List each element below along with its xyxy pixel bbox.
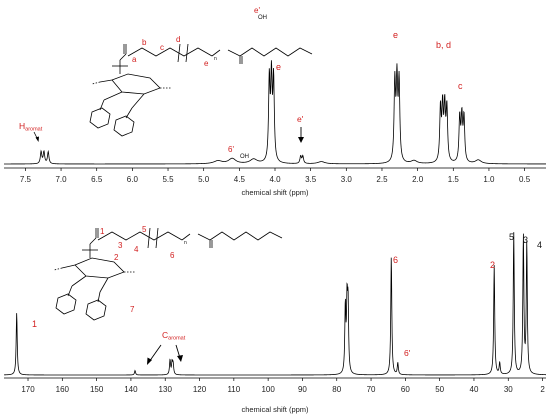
c13-tick-label: 160	[56, 385, 70, 394]
h1-label-e-prime: e'	[297, 114, 304, 124]
c13-structure-labels: 1 2 3 4 5 6 6' 7 n OH	[100, 145, 249, 314]
c13-label-2: 2	[490, 260, 495, 270]
svg-text:2: 2	[114, 253, 119, 262]
c13-tick-label: 60	[401, 385, 410, 394]
c13-tick-label: 70	[367, 385, 376, 394]
c13-label-6-prime: 6'	[404, 348, 411, 358]
svg-text:6': 6'	[228, 145, 234, 154]
c13-tick-label: 140	[124, 385, 138, 394]
c13-tick-label: 40	[470, 385, 479, 394]
svg-text:5: 5	[142, 225, 147, 234]
svg-text:c: c	[160, 43, 164, 52]
c13-tick-label: 100	[261, 385, 275, 394]
c13-tick-label: 80	[332, 385, 341, 394]
c13-label-c-aromatic: Caromat	[162, 330, 186, 342]
svg-text:e: e	[204, 59, 209, 68]
h1-tick-label: 3.0	[341, 175, 353, 184]
h1-tick-label: 2.5	[376, 175, 388, 184]
h1-tick-label: 3.5	[305, 175, 317, 184]
svg-text:b: b	[142, 38, 147, 47]
h1-tick-label: 0.5	[519, 175, 531, 184]
svg-text:n: n	[214, 56, 217, 62]
svg-text:e': e'	[254, 6, 260, 15]
c13-label-1: 1	[32, 319, 37, 329]
svg-text:n: n	[184, 240, 187, 246]
svg-text:a: a	[132, 55, 137, 64]
h1-label-h-aromatic: Haromat	[19, 121, 43, 133]
h1-tick-label: 7.5	[20, 175, 32, 184]
c13-nmr-panel: 170 160 150 140 130 120 110 100 90 80 70 60 50 40 30 2 …	[3, 145, 547, 414]
h1-tick-label: 6.0	[127, 175, 139, 184]
h1-tick-label: 6.5	[91, 175, 103, 184]
c13-label-6: 6	[393, 255, 398, 265]
c13-tick-label: 170	[21, 385, 35, 394]
c13-tick-label: 130	[159, 385, 173, 394]
h1-tick-label: 7.0	[55, 175, 67, 184]
h1-spectrum-trace	[4, 60, 547, 165]
h1-arrow-e-prime	[298, 127, 304, 143]
h1-tick-label: 5.5	[162, 175, 174, 184]
c13-tick-label: 110	[227, 385, 240, 394]
h1-nmr-panel: 7.5 7.0 6.5 6.0 5.5 5.0 4.5 4.0 3.5 3.0 2.5 2.0 1.5 1…	[4, 6, 547, 197]
svg-text:OH: OH	[258, 15, 267, 21]
h1-tick-label: 5.0	[198, 175, 210, 184]
h1-label-bd: b, d	[436, 40, 451, 50]
svg-text:3: 3	[118, 241, 123, 250]
svg-text:1: 1	[100, 227, 105, 236]
h1-tick-label: 1.5	[448, 175, 460, 184]
c13-x-axis-label: chemical shift (ppm)	[241, 405, 309, 414]
h1-structure-labels: a b c d e e' n OH	[132, 6, 267, 68]
c13-structure	[53, 227, 283, 321]
c13-tick-label: 50	[435, 385, 444, 394]
c13-label-4: 4	[537, 240, 542, 250]
svg-text:d: d	[176, 35, 180, 44]
c13-label-5: 5	[509, 232, 514, 242]
svg-text:OH: OH	[240, 154, 249, 160]
h1-tick-label: 4.0	[269, 175, 281, 184]
svg-text:6: 6	[170, 251, 175, 260]
c13-tick-label: 120	[193, 385, 207, 394]
h1-label-c: c	[458, 81, 463, 91]
h1-label-e-right: e	[393, 30, 398, 40]
c13-tick-label: 30	[504, 385, 513, 394]
h1-arrow-aromatic	[33, 131, 39, 142]
c13-spectrum-trace	[3, 232, 547, 376]
svg-text:7: 7	[130, 305, 135, 314]
c13-arrows-aromatic	[147, 344, 183, 365]
h1-tick-label: 2.0	[412, 175, 424, 184]
h1-structure	[89, 43, 313, 137]
h1-tick-label: 1.0	[483, 175, 495, 184]
h1-x-axis-label: chemical shift (ppm)	[241, 188, 309, 197]
h1-tick-label: 4.5	[234, 175, 246, 184]
h1-x-ticks: 7.5 7.0 6.5 6.0 5.5 5.0 4.5 4.0 3.5 3.0 2.5 2.0 1.5 1…	[20, 168, 531, 184]
h1-label-e-left: e	[276, 62, 281, 72]
c13-tick-label: 2	[540, 385, 545, 394]
svg-text:4: 4	[134, 245, 139, 254]
c13-tick-label: 90	[298, 385, 307, 394]
c13-x-ticks: 170 160 150 140 130 120 110 100 90 80 70 60 50 40 30 2	[21, 378, 545, 394]
c13-label-3: 3	[523, 235, 528, 245]
c13-tick-label: 150	[90, 385, 104, 394]
